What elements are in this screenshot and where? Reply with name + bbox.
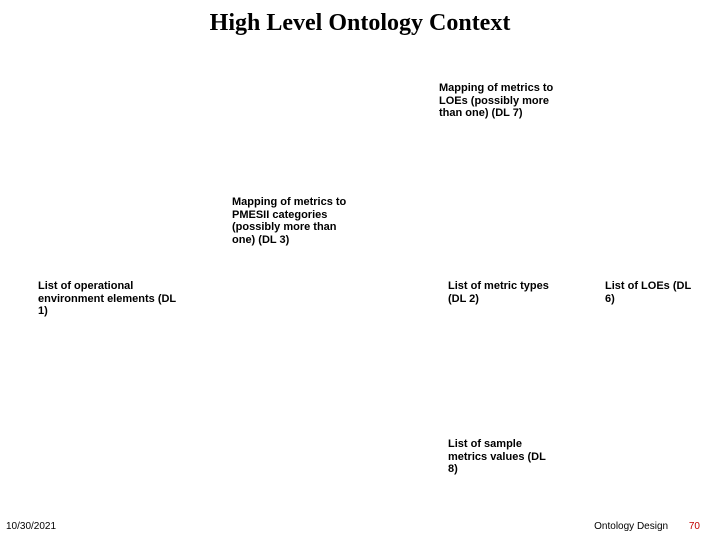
diagram-label-dl7: Mapping of metrics to LOEs (possibly mor…: [439, 82, 569, 120]
footer-right: Ontology Design 70: [594, 521, 700, 532]
footer-source: Ontology Design: [594, 521, 668, 532]
diagram-label-dl8: List of sample metrics values (DL 8): [448, 438, 558, 476]
diagram-label-dl2: List of metric types (DL 2): [448, 280, 558, 305]
slide-title: High Level Ontology Context: [0, 10, 720, 37]
diagram-label-dl3: Mapping of metrics to PMESII categories …: [232, 196, 362, 247]
footer-date: 10/30/2021: [6, 521, 56, 532]
diagram-label-dl6: List of LOEs (DL 6): [605, 280, 695, 305]
footer-page-number: 70: [689, 521, 700, 532]
diagram-label-dl1: List of operational environment elements…: [38, 280, 188, 318]
